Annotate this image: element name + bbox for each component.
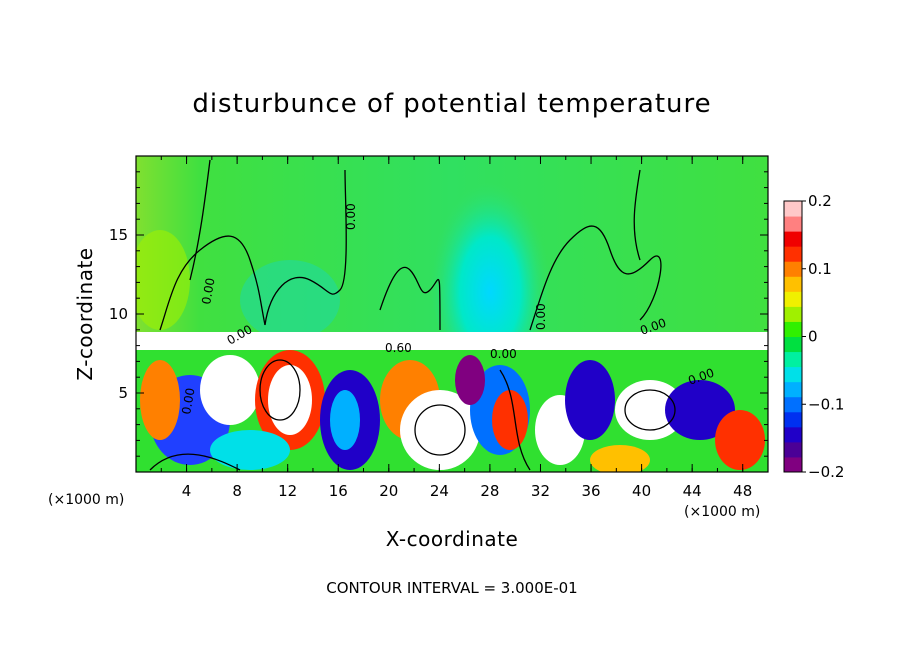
contour-label: 0.00 <box>199 277 217 306</box>
y-tick-label: 5 <box>118 384 128 402</box>
colorbar-swatch <box>784 201 802 217</box>
contour-label: 0.00 <box>344 203 358 230</box>
x-tick-label: 24 <box>430 482 449 500</box>
contour-interval: CONTOUR INTERVAL = 3.000E-01 <box>326 579 577 597</box>
x-axis: 4 8 12 16 20 24 28 32 36 40 44 48 <box>135 156 769 500</box>
x-tick-label: 36 <box>581 482 600 500</box>
contour-label: 0.00 <box>490 347 517 361</box>
colorbar-tick-label: 0 <box>808 328 818 346</box>
x-tick-label: 16 <box>329 482 348 500</box>
x-tick-label: 28 <box>480 482 499 500</box>
y-axis-label: Z-coordinate <box>73 247 97 380</box>
contour-label: 0.60 <box>385 341 412 355</box>
colorbar-swatch <box>784 291 802 307</box>
colorbar-swatch <box>784 306 802 322</box>
x-tick-label: 8 <box>232 482 242 500</box>
colorbar-swatch <box>784 381 802 398</box>
colorbar-swatch <box>784 441 802 458</box>
x-axis-label: X-coordinate <box>386 527 519 551</box>
colorbar-tick-label: −0.1 <box>808 395 844 413</box>
y-tick-label: 10 <box>109 305 128 323</box>
colorbar-swatch <box>784 336 802 353</box>
y-axis: 5 10 15 <box>109 155 768 473</box>
colorbar: 0.2 0.1 0 −0.1 −0.2 <box>783 192 844 481</box>
x-tick-label: 48 <box>733 482 752 500</box>
x-tick-label: 32 <box>531 482 550 500</box>
contour-label: 0.00 <box>179 387 197 416</box>
x-tick-label: 4 <box>182 482 192 500</box>
colorbar-swatch <box>784 396 802 413</box>
x-unit-left: (×1000 m) <box>48 492 124 508</box>
x-tick-label: 44 <box>683 482 702 500</box>
colorbar-swatch <box>784 216 802 232</box>
x-tick-label: 40 <box>632 482 651 500</box>
colorbar-tick-label: 0.2 <box>808 192 832 210</box>
colorbar-swatch <box>784 261 802 277</box>
colorbar-swatch <box>784 231 802 247</box>
colorbar-tick-label: −0.2 <box>808 463 844 481</box>
y-tick-label: 15 <box>109 226 128 244</box>
x-tick-label: 20 <box>379 482 398 500</box>
colorbar-swatch <box>784 276 802 292</box>
chart-title: disturbunce of potential temperature <box>192 89 711 119</box>
colorbar-swatch <box>784 426 802 443</box>
colorbar-swatch <box>784 366 802 383</box>
colorbar-tick-label: 0.1 <box>808 260 832 278</box>
colorbar-swatch <box>784 411 802 428</box>
heatmap-field: 0.00 0.00 0.00 0.60 0.00 0.00 0.00 0.00 … <box>136 156 768 472</box>
x-unit-right: (×1000 m) <box>684 504 760 520</box>
colorbar-swatch <box>784 351 802 368</box>
colorbar-swatch <box>784 321 802 337</box>
contour-label: 0.00 <box>534 303 548 330</box>
x-tick-label: 12 <box>278 482 297 500</box>
colorbar-swatch <box>784 246 802 262</box>
colorbar-swatch <box>784 456 802 473</box>
